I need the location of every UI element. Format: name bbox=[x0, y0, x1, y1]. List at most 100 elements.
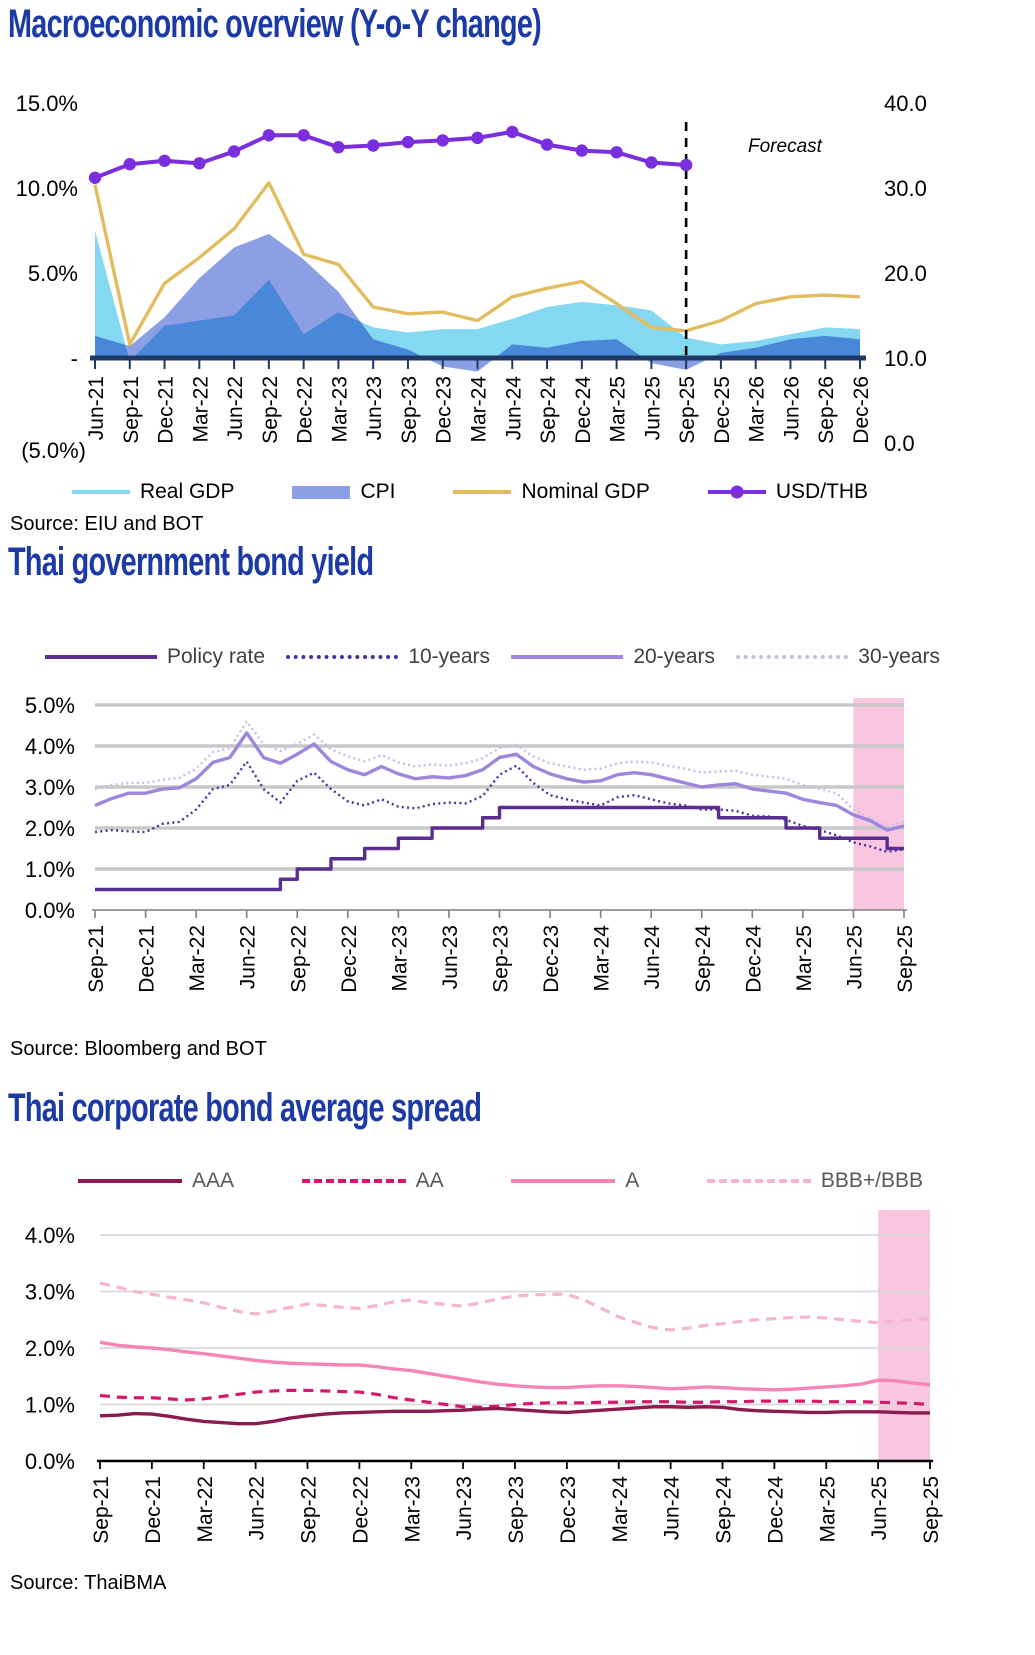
x-axis-label: Mar-24 bbox=[468, 376, 491, 443]
svg-text:-: - bbox=[71, 346, 78, 371]
twenty-years-swatch bbox=[511, 655, 624, 659]
legend-item-aaa: AAA bbox=[78, 1169, 234, 1193]
x-axis-label: Sep-21 bbox=[90, 1476, 113, 1544]
x-axis-label: Dec-21 bbox=[142, 1476, 165, 1544]
legend-label-policy-rate: Policy rate bbox=[167, 645, 266, 668]
series-policy-rate-line bbox=[95, 805, 904, 892]
y-axis-labels: 5.0% 4.0% 3.0% 2.0% 1.0% 0.0% bbox=[25, 693, 75, 923]
svg-text:4.0%: 4.0% bbox=[25, 1223, 75, 1248]
x-axis-label: Sep-21 bbox=[120, 376, 143, 444]
gridlines bbox=[95, 703, 904, 871]
macro-left-axis-labels: 15.0% 10.0% 5.0% - (5.0%) bbox=[16, 91, 86, 463]
macro-chart: Forecast 15.0% 10.0% 5.0% - (5.0%) 40.0 30.0 20.… bbox=[16, 91, 927, 463]
legend-item-20-years: 20-years bbox=[511, 645, 715, 669]
series-20-years-line bbox=[94, 731, 905, 832]
ten-years-swatch bbox=[286, 655, 399, 659]
series-aaa-line bbox=[99, 1405, 930, 1426]
svg-text:30.0: 30.0 bbox=[884, 176, 927, 201]
legend-label-a: A bbox=[625, 1169, 640, 1192]
legend-label-nominal-gdp: Nominal GDP bbox=[521, 480, 650, 503]
svg-text:10.0%: 10.0% bbox=[16, 176, 78, 201]
x-axis-label: Dec-22 bbox=[338, 925, 361, 993]
svg-text:40.0: 40.0 bbox=[884, 91, 927, 116]
macro-chart-title: Macroeconomic overview (Y-o-Y change) bbox=[8, 2, 542, 46]
aaa-swatch bbox=[78, 1179, 182, 1183]
x-axis-label: Jun-24 bbox=[661, 1476, 684, 1541]
x-axis-label: Jun-26 bbox=[780, 376, 803, 440]
series-nominal-gdp-line bbox=[93, 181, 861, 347]
x-axis-label: Dec-21 bbox=[136, 925, 159, 993]
x-axis-label: Sep-22 bbox=[298, 1476, 321, 1544]
legend-label-cpi: CPI bbox=[360, 480, 396, 503]
x-axis-label: Mar-24 bbox=[591, 925, 614, 992]
legend-item-bbb: BBB+/BBB bbox=[706, 1169, 923, 1193]
x-axis-label: Mar-25 bbox=[607, 376, 630, 443]
legend-item-a: A bbox=[511, 1169, 639, 1193]
x-axis-label: Dec-24 bbox=[572, 376, 595, 444]
legend-label-bbb: BBB+/BBB bbox=[820, 1169, 923, 1192]
x-axis-label: Mar-23 bbox=[401, 1476, 424, 1543]
bbb-swatch bbox=[706, 1179, 811, 1183]
x-axis-label: Sep-22 bbox=[287, 925, 310, 993]
bond-yield-source: Source: Bloomberg and BOT bbox=[10, 1038, 267, 1060]
x-axis-label: Jun-25 bbox=[843, 925, 866, 989]
legend-item-10-years: 10-years bbox=[286, 645, 490, 669]
svg-text:1.0%: 1.0% bbox=[25, 1393, 75, 1418]
x-axis-label: Mar-23 bbox=[328, 376, 351, 443]
a-swatch bbox=[511, 1179, 616, 1183]
x-axis-label: Jun-21 bbox=[85, 376, 108, 440]
x-axis-label: Dec-21 bbox=[155, 376, 178, 444]
legend-label-usdthb: USD/THB bbox=[775, 480, 869, 503]
x-axis-label: Sep-23 bbox=[505, 1476, 528, 1544]
nominal-gdp-swatch bbox=[453, 490, 512, 494]
legend-item-aa: AA bbox=[301, 1169, 444, 1193]
y-axis-labels: 4.0% 3.0% 2.0% 1.0% 0.0% bbox=[25, 1223, 75, 1474]
x-axis-label: Mar-22 bbox=[189, 376, 212, 443]
legend-item-usdthb: USD/THB bbox=[707, 480, 869, 504]
macro-source: Source: EIU and BOT bbox=[10, 513, 204, 535]
macro-right-axis-labels: 40.0 30.0 20.0 10.0 0.0 bbox=[884, 91, 927, 456]
x-axis-label: Sep-25 bbox=[676, 376, 699, 444]
series-30-years-line bbox=[94, 720, 905, 828]
bond-yield-chart: 5.0% 4.0% 3.0% 2.0% 1.0% 0.0% Sep-21 Dec-21 Mar-… bbox=[25, 693, 917, 993]
x-axis-label: Dec-24 bbox=[764, 1476, 787, 1544]
legend-item-nominal-gdp: Nominal GDP bbox=[453, 480, 650, 504]
x-ticks bbox=[99, 1461, 931, 1469]
x-axis-label: Mar-23 bbox=[388, 925, 411, 992]
x-axis-label: Jun-23 bbox=[439, 925, 462, 989]
x-axis-label: Dec-24 bbox=[742, 925, 765, 993]
x-axis-labels: Sep-21 Dec-21 Mar-22 Jun-22 Sep-22 Dec-22 Mar-… bbox=[90, 1476, 943, 1544]
svg-text:5.0%: 5.0% bbox=[28, 261, 78, 286]
usdthb-swatch bbox=[707, 485, 766, 499]
svg-text:20.0: 20.0 bbox=[884, 261, 927, 286]
x-axis-label: Jun-25 bbox=[868, 1476, 891, 1540]
x-axis-label: Dec-26 bbox=[850, 376, 873, 444]
series-usdthb-line bbox=[94, 129, 687, 180]
macro-x-ticks bbox=[94, 360, 862, 369]
bond-yield-legend: Policy rate 10-years 20-years 30-years bbox=[45, 645, 940, 669]
x-axis-label: Sep-25 bbox=[894, 925, 917, 993]
x-axis-label: Mar-25 bbox=[816, 1476, 839, 1543]
usdthb-marker-dot bbox=[730, 485, 744, 499]
legend-label-aaa: AAA bbox=[192, 1169, 235, 1192]
aa-swatch bbox=[301, 1179, 406, 1183]
x-axis-label: Mar-24 bbox=[609, 1476, 632, 1543]
x-axis-label: Dec-23 bbox=[540, 925, 563, 993]
svg-text:1.0%: 1.0% bbox=[25, 857, 75, 882]
legend-label-30-years: 30-years bbox=[858, 645, 940, 668]
x-axis-label: Jun-22 bbox=[246, 1476, 269, 1540]
policy-rate-swatch bbox=[45, 655, 157, 659]
corp-spread-chart-title: Thai corporate bond average spread bbox=[8, 1086, 482, 1130]
x-axis-labels: Sep-21 Dec-21 Mar-22 Jun-22 Sep-22 Dec-22 Mar-… bbox=[85, 925, 917, 993]
svg-text:10.0: 10.0 bbox=[884, 346, 927, 371]
legend-item-policy-rate: Policy rate bbox=[45, 645, 265, 669]
legend-label-10-years: 10-years bbox=[408, 645, 491, 668]
svg-text:5.0%: 5.0% bbox=[25, 693, 75, 718]
svg-text:3.0%: 3.0% bbox=[25, 1280, 75, 1305]
bond-yield-chart-title: Thai government bond yield bbox=[8, 540, 374, 584]
x-axis-label: Jun-22 bbox=[224, 376, 247, 440]
x-axis-label: Jun-24 bbox=[641, 925, 664, 990]
svg-text:0.0%: 0.0% bbox=[25, 1449, 75, 1474]
